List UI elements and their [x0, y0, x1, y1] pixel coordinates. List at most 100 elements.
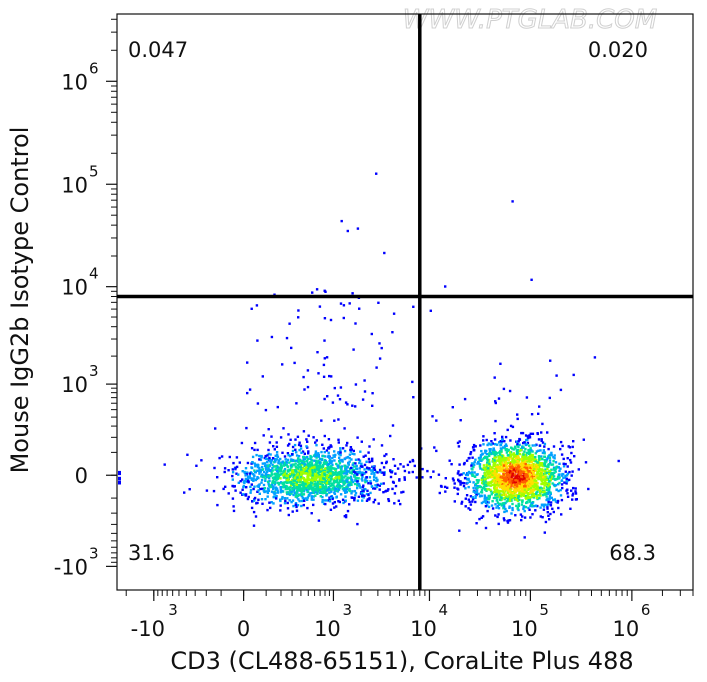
event-dot — [483, 494, 486, 497]
x-tick-label: 106 — [613, 601, 651, 641]
event-dot — [369, 491, 372, 495]
event-dot — [432, 470, 435, 473]
event-dot — [340, 219, 343, 223]
event-dot — [256, 339, 259, 342]
event-dot — [514, 514, 517, 517]
event-dot — [382, 491, 385, 494]
event-dot — [525, 476, 529, 479]
event-dot — [244, 493, 247, 497]
event-dot — [280, 461, 283, 464]
event-dot — [539, 469, 543, 472]
event-dot — [354, 458, 358, 461]
event-dot — [504, 507, 507, 511]
event-dot — [485, 438, 488, 442]
event-dot — [290, 470, 294, 474]
event-dot — [195, 464, 198, 467]
event-dot — [294, 495, 297, 498]
event-dot — [269, 474, 272, 478]
event-dot — [334, 470, 337, 473]
event-dot — [321, 499, 324, 502]
event-dot — [306, 490, 310, 494]
event-dot — [249, 491, 252, 494]
event-dot — [403, 476, 406, 479]
event-dot — [243, 481, 246, 484]
event-dot — [555, 488, 558, 491]
event-dot — [517, 481, 520, 484]
event-dot — [325, 499, 328, 502]
event-dot — [543, 531, 546, 534]
event-dot — [331, 456, 334, 460]
event-dot — [360, 462, 363, 465]
event-dot — [264, 479, 267, 482]
event-dot — [493, 438, 497, 441]
event-dot — [337, 441, 340, 444]
event-dot — [288, 461, 291, 464]
event-dot — [339, 451, 342, 454]
event-dot — [523, 441, 526, 444]
event-dot — [343, 515, 346, 518]
event-dot — [494, 481, 498, 484]
event-dot — [275, 497, 278, 500]
event-dot — [593, 356, 597, 359]
event-dot — [326, 471, 329, 474]
event-dot — [294, 503, 297, 506]
event-dot — [260, 478, 264, 482]
event-dot — [304, 463, 307, 466]
event-dot — [562, 462, 565, 465]
event-dot — [457, 488, 460, 491]
event-dot — [550, 454, 553, 457]
event-dot — [539, 515, 542, 518]
event-dot — [539, 472, 543, 475]
event-dot — [316, 483, 320, 486]
event-dot — [548, 456, 552, 460]
event-dot — [440, 485, 443, 488]
event-dot — [362, 489, 365, 492]
event-dot — [387, 499, 391, 503]
event-dot — [255, 453, 258, 457]
event-dot — [528, 434, 531, 437]
event-dot — [256, 490, 259, 493]
event-dot — [312, 454, 316, 457]
event-dot — [339, 453, 342, 457]
event-dot — [289, 475, 292, 478]
event-dot — [499, 460, 503, 463]
event-dot — [292, 463, 296, 466]
event-dot — [371, 470, 374, 473]
event-dot — [566, 457, 569, 460]
event-dot — [460, 500, 464, 504]
event-dot — [521, 446, 524, 449]
event-dot — [364, 470, 368, 474]
event-dot — [276, 475, 279, 478]
event-dot — [577, 468, 580, 471]
event-dot — [518, 452, 522, 456]
event-dot — [518, 473, 521, 476]
event-dot — [389, 469, 392, 472]
event-dot — [543, 450, 546, 454]
event-dot — [387, 498, 390, 501]
event-dot — [347, 461, 350, 465]
event-dot — [528, 474, 532, 477]
event-dot — [509, 482, 512, 486]
event-dot — [333, 501, 336, 504]
event-dot — [363, 468, 366, 471]
event-dot — [566, 488, 569, 491]
event-dot — [354, 473, 357, 476]
event-dot — [293, 479, 297, 482]
event-dot — [517, 466, 521, 469]
event-dot — [550, 468, 553, 471]
event-dot — [498, 460, 501, 463]
event-dot — [511, 494, 514, 497]
event-dot — [486, 504, 489, 507]
event-dot — [357, 477, 360, 480]
event-dot — [539, 488, 542, 491]
event-dot — [491, 473, 494, 476]
event-dot — [499, 467, 502, 471]
event-dot — [302, 462, 306, 466]
event-dot — [253, 474, 256, 478]
event-dot — [495, 478, 499, 481]
event-dot — [286, 444, 290, 447]
event-dot — [253, 469, 256, 472]
event-dot — [275, 451, 279, 454]
event-dot — [257, 485, 260, 489]
event-dot — [541, 422, 544, 426]
